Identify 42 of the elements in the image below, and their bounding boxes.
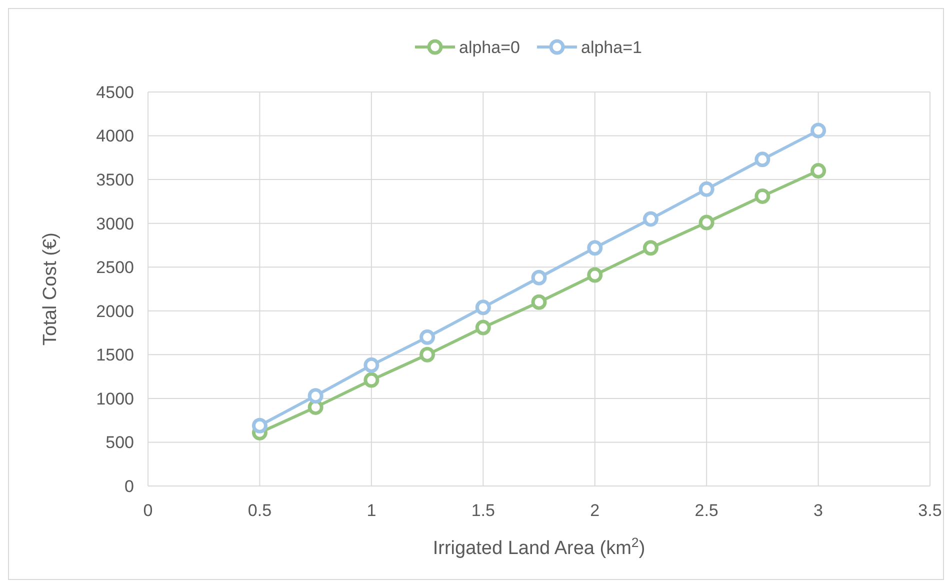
y-tick-label: 4500	[96, 82, 134, 102]
point	[698, 181, 714, 197]
x-tick-label: 3	[814, 501, 824, 520]
x-tick-label: 2.5	[694, 501, 718, 520]
y-tick-label: 3000	[96, 214, 134, 234]
x-tick-label: 1	[366, 501, 376, 520]
x-axis-title: Irrigated Land Area (km$^{2}$)	[432, 534, 646, 559]
point	[475, 320, 491, 336]
point	[420, 346, 436, 362]
point	[420, 329, 436, 345]
point	[531, 270, 547, 286]
point	[364, 372, 380, 388]
x-tick-label: 3.5	[918, 501, 942, 520]
point	[698, 214, 714, 230]
y-tick-label: 1500	[96, 346, 134, 365]
point	[754, 188, 770, 204]
point	[308, 388, 324, 404]
point	[587, 267, 603, 283]
x-tick-label: 2	[590, 501, 600, 520]
point	[754, 152, 770, 168]
point	[531, 294, 547, 310]
y-tick-label: 3500	[96, 170, 134, 190]
y-axis-title: Total Cost (€)	[40, 232, 61, 346]
point	[587, 240, 603, 256]
point	[642, 211, 658, 227]
point	[810, 122, 826, 138]
point	[475, 300, 491, 316]
y-tick-label: 4000	[96, 126, 134, 146]
point	[810, 163, 826, 179]
point	[252, 418, 268, 434]
legend-label: alpha=0	[459, 38, 520, 57]
y-tick-label: 2000	[96, 302, 134, 321]
x-tick-label: 0.5	[248, 501, 272, 520]
legend-label: alpha=1	[581, 38, 642, 57]
y-tick-label: 500	[106, 433, 134, 452]
y-tick-label: 0	[124, 476, 134, 496]
point	[364, 357, 380, 373]
y-tick-label: 1000	[96, 389, 134, 408]
x-tick-label: 1.5	[471, 501, 495, 520]
y-tick-label: 2500	[96, 258, 134, 278]
point	[642, 240, 658, 256]
x-tick-label: 0	[143, 501, 153, 520]
